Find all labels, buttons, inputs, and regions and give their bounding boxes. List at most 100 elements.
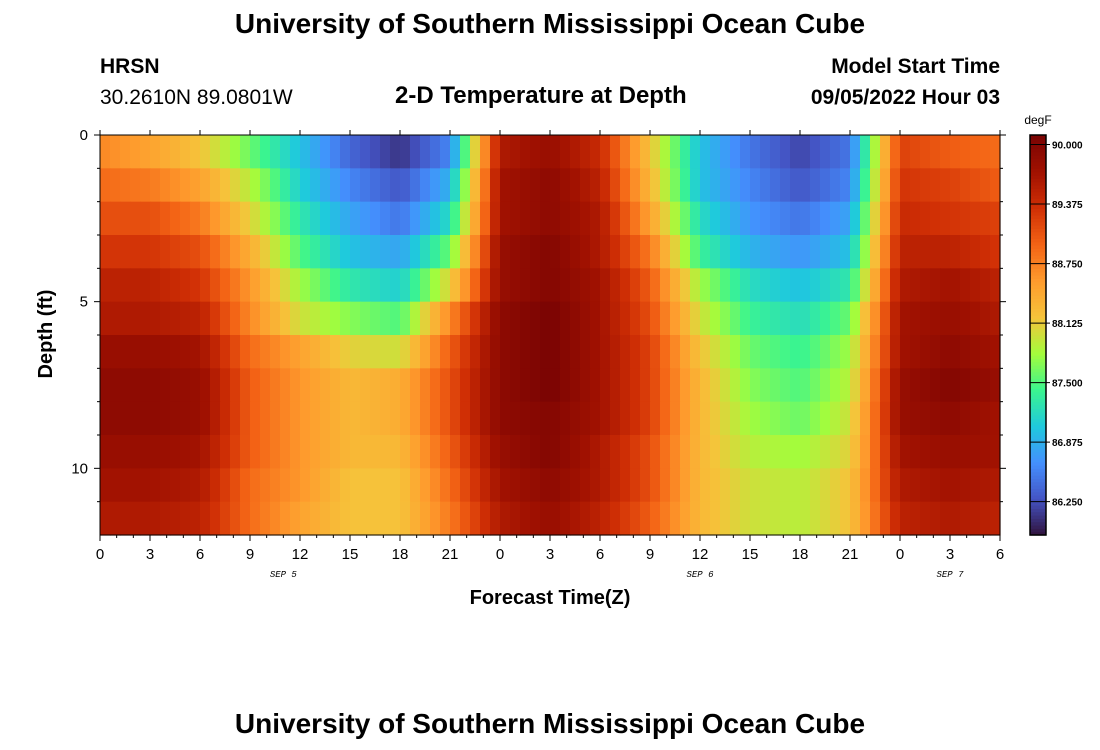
heatmap-cell: [800, 201, 811, 236]
heatmap-cell: [320, 501, 331, 536]
heatmap-cell: [610, 168, 621, 203]
heatmap-cell: [820, 201, 831, 236]
heatmap-cell: [210, 235, 221, 269]
heatmap-cell: [870, 201, 881, 236]
heatmap-cell: [510, 435, 521, 469]
colorbar-segment: [1030, 398, 1046, 403]
heatmap-cell: [370, 335, 381, 369]
heatmap-cell: [200, 168, 211, 203]
heatmap-cell: [110, 468, 121, 503]
colorbar-segment: [1030, 148, 1046, 153]
heatmap-cell: [330, 401, 341, 436]
heatmap-cell: [770, 268, 781, 303]
heatmap-cell: [280, 135, 291, 169]
heatmap-cell: [780, 301, 791, 336]
heatmap-cell: [650, 268, 661, 303]
heatmap-cell: [840, 368, 851, 403]
heatmap-cell: [320, 235, 331, 269]
y-tick-label: 10: [71, 460, 88, 477]
heatmap-cell: [250, 135, 261, 169]
colorbar-segment: [1030, 281, 1046, 286]
heatmap-cell: [960, 135, 971, 169]
heatmap-cell: [940, 368, 951, 403]
heatmap-cell: [220, 235, 231, 269]
heatmap-cell: [400, 401, 411, 436]
heatmap-cell: [660, 468, 671, 503]
heatmap-cell: [440, 135, 451, 169]
heatmap-cell: [600, 135, 611, 169]
heatmap-cell: [990, 235, 1001, 269]
heatmap-cell: [660, 168, 671, 203]
heatmap-cell: [770, 501, 781, 536]
heatmap-cell: [230, 301, 241, 336]
heatmap-cell: [480, 368, 491, 403]
heatmap-cell: [460, 501, 471, 536]
heatmap-cell: [880, 168, 891, 203]
heatmap-cell: [660, 201, 671, 236]
heatmap-cell: [240, 168, 251, 203]
heatmap-cell: [280, 168, 291, 203]
heatmap-cell: [960, 268, 971, 303]
heatmap-cell: [650, 168, 661, 203]
heatmap-cell: [880, 201, 891, 236]
heatmap-cell: [940, 268, 951, 303]
heatmap-cell: [690, 401, 701, 436]
heatmap-cell: [100, 268, 111, 303]
heatmap-cell: [980, 468, 991, 503]
heatmap-cell: [480, 501, 491, 536]
heatmap-cell: [460, 135, 471, 169]
heatmap-cell: [320, 468, 331, 503]
heatmap-cell: [630, 335, 641, 369]
heatmap-cell: [800, 268, 811, 303]
heatmap-cell: [810, 468, 821, 503]
x-tick-label: 15: [342, 546, 359, 563]
heatmap-cell: [580, 301, 591, 336]
heatmap-cell: [200, 468, 211, 503]
x-tick-label: 3: [146, 546, 154, 563]
colorbar-segment: [1030, 151, 1046, 156]
heatmap-cell: [110, 201, 121, 236]
heatmap-cell: [860, 201, 871, 236]
heatmap-cell: [590, 501, 601, 536]
y-tick-label: 0: [80, 127, 88, 144]
heatmap-cell: [480, 401, 491, 436]
heatmap-cell: [450, 201, 461, 236]
colorbar-segment: [1030, 225, 1046, 229]
heatmap-cell: [700, 168, 711, 203]
heatmap-cell: [270, 368, 281, 403]
heatmap-cell: [810, 368, 821, 403]
heatmap-cell: [150, 368, 161, 403]
heatmap-cell: [240, 368, 251, 403]
heatmap-cell: [810, 168, 821, 203]
colorbar-segment: [1030, 165, 1046, 169]
heatmap-cell: [400, 435, 411, 469]
heatmap-cell: [840, 268, 851, 303]
heatmap-cell: [740, 368, 751, 403]
heatmap-cell: [100, 435, 111, 469]
heatmap-cell: [170, 135, 181, 169]
heatmap-cell: [490, 201, 501, 236]
heatmap-cell: [970, 235, 981, 269]
heatmap-cell: [740, 135, 751, 169]
colorbar-segment: [1030, 188, 1046, 193]
heatmap-cell: [220, 135, 231, 169]
heatmap-cell: [950, 435, 961, 469]
heatmap-cell: [940, 168, 951, 203]
heatmap-cell: [160, 435, 171, 469]
heatmap-cell: [820, 135, 831, 169]
heatmap-cell: [100, 468, 111, 503]
heatmap-cell: [290, 168, 301, 203]
heatmap-cell: [480, 168, 491, 203]
heatmap-cell: [920, 501, 931, 536]
heatmap-cell: [880, 301, 891, 336]
heatmap-cell: [650, 235, 661, 269]
heatmap-cell: [570, 468, 581, 503]
heatmap-cell: [870, 501, 881, 536]
colorbar-segment: [1030, 475, 1046, 479]
heatmap-cell: [830, 301, 841, 336]
heatmap-cell: [770, 201, 781, 236]
x-tick-label: 0: [496, 546, 504, 563]
heatmap-cell: [280, 201, 291, 236]
colorbar-segment: [1030, 358, 1046, 363]
heatmap-cell: [210, 435, 221, 469]
